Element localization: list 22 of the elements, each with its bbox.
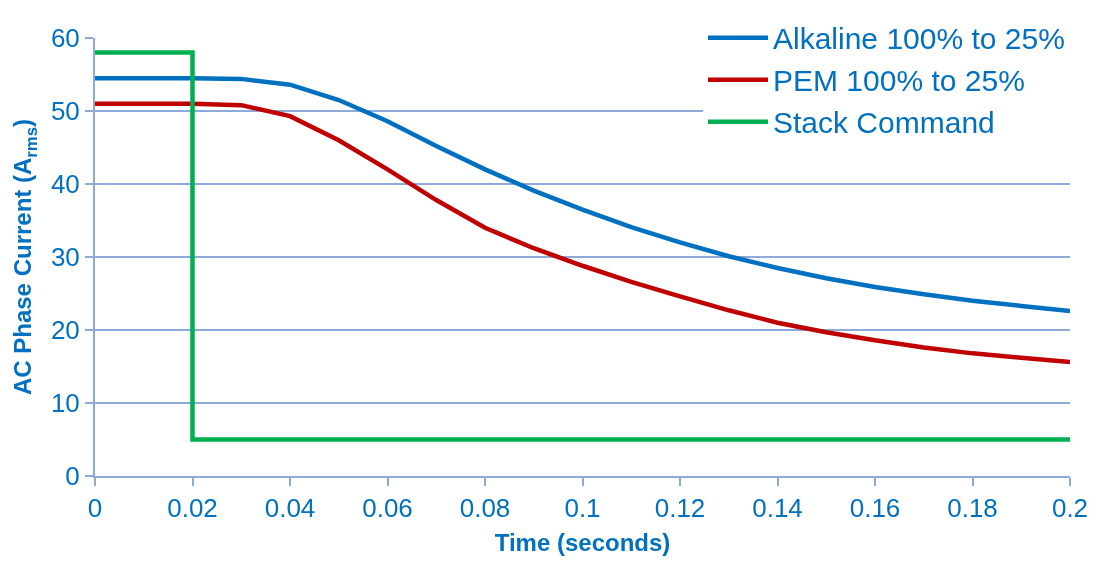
x-tick-label: 0.06: [362, 493, 413, 524]
x-tick-label: 0.12: [654, 493, 706, 524]
legend-label: Stack Command: [773, 106, 995, 140]
x-tick-label: 0.1: [564, 493, 601, 524]
x-axis-title: Time (seconds): [494, 529, 671, 556]
legend-label: Alkaline 100% to 25%: [773, 22, 1065, 56]
x-tick-label: 0.2: [1051, 493, 1089, 524]
x-tick-label: 0.14: [752, 493, 803, 524]
y-tick-label: 0: [65, 461, 80, 492]
x-tick-label: 0.02: [167, 493, 218, 524]
y-tick-label: 50: [50, 96, 80, 127]
x-tick-label: 0.04: [264, 493, 316, 524]
y-tick-label: 60: [50, 23, 80, 54]
y-tick-label: 30: [50, 242, 80, 273]
x-tick-label: 0.16: [849, 493, 901, 524]
y-tick-label: 10: [50, 388, 80, 419]
x-tick-label: 0.18: [947, 493, 998, 524]
x-tick-label: 0: [87, 493, 103, 524]
y-tick-label: 40: [50, 169, 80, 200]
x-tick-label: 0.08: [459, 493, 511, 524]
legend-label: PEM 100% to 25%: [773, 64, 1025, 98]
y-tick-label: 20: [50, 315, 80, 346]
